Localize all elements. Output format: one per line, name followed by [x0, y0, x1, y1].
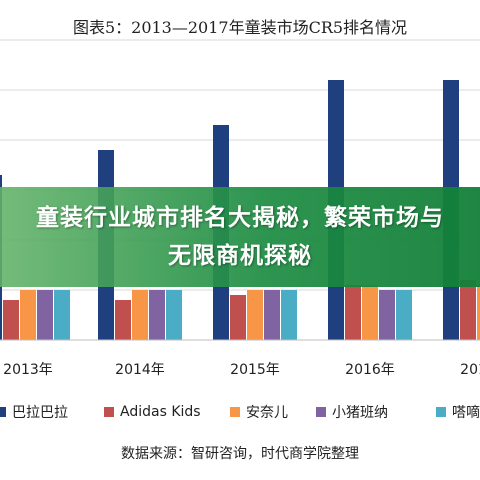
bar-1-1 [115, 300, 131, 340]
bar-1-4 [460, 280, 476, 340]
legend-swatch [316, 407, 326, 417]
bar-2-1 [132, 290, 148, 340]
legend-label: 嗒嘀 [452, 405, 480, 421]
bar-3-1 [149, 290, 165, 340]
bar-4-1 [166, 290, 182, 340]
x-tick-label: 2015年 [230, 362, 280, 378]
bar-4-2 [281, 290, 297, 340]
data-source: 数据来源：智研咨询，时代商学院整理 [121, 446, 359, 462]
bar-1-0 [3, 300, 19, 340]
bar-4-0 [54, 290, 70, 340]
bar-1-2 [230, 295, 246, 340]
bar-2-2 [247, 290, 263, 340]
legend-label: Adidas Kids [120, 404, 201, 420]
legend-swatch [0, 407, 6, 417]
legend-label: 巴拉巴拉 [12, 405, 68, 421]
legend-label: 安奈儿 [246, 405, 288, 421]
bar-3-0 [37, 290, 53, 340]
bar-3-2 [264, 290, 280, 340]
chart-title: 图表5：2013—2017年童装市场CR5排名情况 [72, 18, 408, 37]
legend-item: 巴拉巴拉 [0, 403, 68, 421]
x-tick-label: 2013年 [3, 362, 53, 378]
bar-3-3 [379, 290, 395, 340]
legend-item: 嗒嘀 [436, 403, 480, 421]
x-tick-label: 2014年 [115, 362, 165, 378]
legend-swatch [104, 407, 114, 417]
bar-1-3 [345, 285, 361, 340]
bar-2-3 [362, 285, 378, 340]
x-tick-label: 2016年 [345, 362, 395, 378]
legend-item: 安奈儿 [230, 403, 288, 421]
bar-2-4 [477, 285, 480, 340]
x-tick-label: 2017年 [460, 362, 480, 378]
legend-item: Adidas Kids [104, 403, 201, 421]
legend-swatch [436, 407, 446, 417]
legend-item: 小猪班纳 [316, 403, 388, 421]
bar-4-3 [396, 290, 412, 340]
bar-2-0 [20, 290, 36, 340]
legend-label: 小猪班纳 [332, 405, 388, 421]
headline-banner: 童装行业城市排名大揭秘，繁荣市场与无限商机探秘 [0, 187, 480, 287]
legend-swatch [230, 407, 240, 417]
headline-text: 童装行业城市排名大揭秘，繁荣市场与无限商机探秘 [36, 205, 444, 269]
